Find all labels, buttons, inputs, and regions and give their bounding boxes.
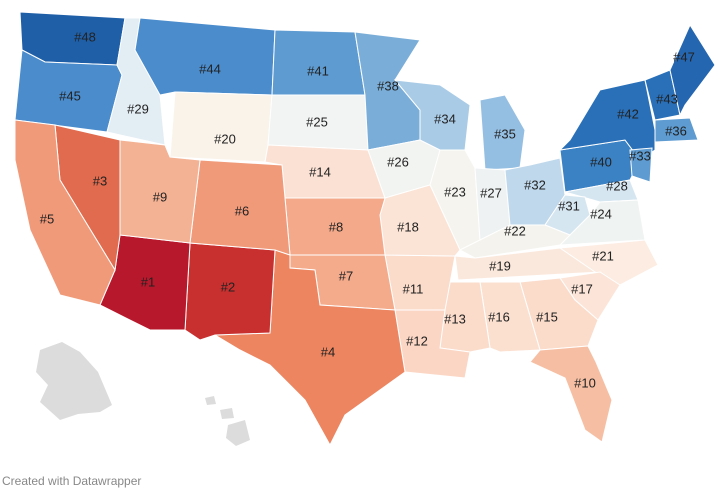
state <box>654 117 699 143</box>
rank-label: #41 <box>307 63 329 78</box>
rank-label: #2 <box>221 279 235 294</box>
rank-label: #19 <box>489 258 511 273</box>
rank-label: #47 <box>673 49 695 64</box>
alaska <box>36 342 112 420</box>
state <box>529 345 613 443</box>
rank-label: #10 <box>574 375 596 390</box>
hawaii <box>205 396 216 405</box>
rank-label: #16 <box>488 309 510 324</box>
rank-label: #42 <box>617 106 639 121</box>
rank-label: #31 <box>558 198 580 213</box>
rank-label: #34 <box>434 111 456 126</box>
rank-label: #27 <box>480 185 502 200</box>
rank-label: #8 <box>329 219 343 234</box>
rank-label: #11 <box>403 281 424 296</box>
state <box>669 23 716 117</box>
rank-label: #45 <box>59 88 81 103</box>
rank-label: #29 <box>127 101 149 116</box>
rank-label: #40 <box>590 154 612 169</box>
rank-label: #4 <box>321 344 335 359</box>
rank-label: #7 <box>339 268 353 283</box>
map: #48 #45 #29 #44 #20 #41 #25 #14 #38 #26 #34 #35 #23 #… <box>14 11 716 447</box>
rank-label: #22 <box>504 223 526 238</box>
state <box>629 147 653 183</box>
hawaii <box>220 408 234 419</box>
rank-label: #1 <box>141 274 155 289</box>
state <box>14 119 116 306</box>
state <box>134 17 276 96</box>
rank-label: #32 <box>524 177 546 192</box>
state <box>213 249 406 447</box>
state <box>558 79 656 161</box>
rank-label: #17 <box>571 281 593 296</box>
rank-label: #38 <box>377 78 399 93</box>
rank-label: #15 <box>536 309 558 324</box>
rank-label: #6 <box>235 203 249 218</box>
rank-label: #25 <box>306 114 328 129</box>
rank-label: #21 <box>592 248 614 263</box>
rank-label: #33 <box>629 148 651 163</box>
state <box>558 239 659 286</box>
rank-label: #36 <box>665 123 687 138</box>
rank-label: #3 <box>93 173 107 188</box>
rank-label: #9 <box>153 189 167 204</box>
state <box>479 94 526 171</box>
rank-label: #13 <box>444 311 466 326</box>
rank-label: #43 <box>656 91 678 106</box>
rank-label: #12 <box>406 333 428 348</box>
rank-label: #20 <box>214 131 236 146</box>
hawaii <box>226 420 250 446</box>
rank-label: #24 <box>590 206 612 221</box>
rank-label: #44 <box>199 61 221 76</box>
footer: Created with Datawrapper <box>2 474 142 488</box>
rank-label: #23 <box>444 184 466 199</box>
rank-label: #28 <box>606 178 628 193</box>
rank-label: #5 <box>40 211 54 226</box>
rank-label: #14 <box>309 164 331 179</box>
rank-label: #35 <box>494 126 516 141</box>
rank-label: #48 <box>74 29 96 44</box>
rank-label: #18 <box>397 219 419 234</box>
state <box>169 91 273 163</box>
rank-label: #26 <box>387 154 409 169</box>
